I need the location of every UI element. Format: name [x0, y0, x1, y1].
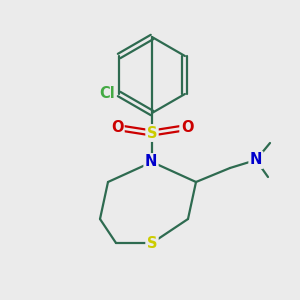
Text: N: N [250, 152, 262, 167]
Text: O: O [181, 121, 193, 136]
Text: S: S [147, 236, 157, 250]
Text: O: O [111, 121, 123, 136]
Text: N: N [145, 154, 157, 169]
Text: S: S [147, 125, 157, 140]
Text: Cl: Cl [99, 85, 115, 100]
